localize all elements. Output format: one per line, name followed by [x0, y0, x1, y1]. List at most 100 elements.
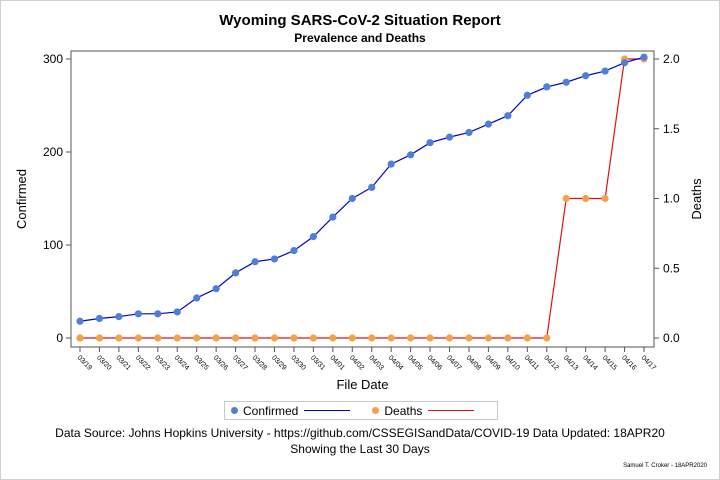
y-tick-label: 100 — [43, 238, 63, 252]
confirmed-point — [212, 285, 220, 293]
deaths-point — [173, 334, 181, 342]
x-tick-label: 04/03 — [367, 354, 384, 371]
x-tick-label: 04/04 — [387, 354, 404, 371]
deaths-point — [465, 334, 473, 342]
confirmed-point — [601, 67, 609, 75]
deaths-point — [193, 334, 201, 342]
x-tick-label: 03/24 — [173, 354, 190, 371]
confirmed-point — [173, 308, 181, 316]
confirmed-point — [387, 160, 395, 168]
confirmed-point — [465, 128, 473, 137]
deaths-point — [348, 334, 356, 342]
x-tick-label: 04/08 — [465, 354, 482, 371]
confirmed-point — [407, 151, 415, 159]
confirmed-point — [582, 72, 590, 80]
deaths-point — [134, 334, 142, 342]
deaths-point — [387, 334, 395, 342]
y2-tick-label: 1.0 — [663, 192, 680, 206]
deaths-point — [231, 334, 240, 342]
y-tick-label: 200 — [43, 145, 63, 159]
deaths-point — [95, 334, 104, 342]
deaths-point — [407, 334, 415, 342]
deaths-line-swatch — [428, 410, 475, 411]
deaths-point — [115, 334, 123, 342]
deaths-point — [290, 334, 298, 342]
confirmed-line — [79, 56, 645, 322]
confirmed-point — [309, 233, 317, 241]
x-tick-label: 03/26 — [212, 354, 229, 371]
confirmed-point — [543, 83, 551, 91]
x-tick-label: 04/07 — [445, 354, 462, 371]
deaths-point — [329, 334, 337, 342]
legend-item-deaths: Deaths — [366, 403, 475, 418]
y2-tick-label: 2.0 — [663, 52, 680, 66]
confirmed-point — [368, 183, 376, 191]
x-tick-label: 04/10 — [503, 354, 520, 371]
y-axis-label: Confirmed — [14, 169, 29, 229]
x-tick-label: 04/12 — [542, 354, 559, 371]
confirmed-point — [504, 112, 512, 120]
y2-axis-label: Deaths — [689, 178, 704, 220]
x-tick-label: 04/05 — [406, 354, 423, 371]
footnote-data-source: Data Source: Johns Hopkins University - … — [55, 426, 665, 440]
confirmed-point — [134, 310, 142, 318]
deaths-point — [76, 334, 84, 342]
confirmed-point — [445, 133, 454, 141]
confirmed-point — [231, 269, 240, 277]
deaths-point — [523, 334, 531, 342]
confirmed-point — [193, 294, 201, 302]
confirmed-point — [523, 91, 531, 99]
deaths-point — [582, 194, 590, 203]
confirmed-point — [348, 194, 356, 203]
legend-item-confirmed: Confirmed — [225, 403, 351, 418]
confirmed-point — [76, 317, 84, 325]
x-tick-label: 03/31 — [309, 354, 326, 371]
confirmed-point — [95, 314, 104, 323]
x-tick-label: 04/16 — [620, 354, 637, 371]
deaths-point — [309, 334, 317, 342]
confirmed-point — [329, 213, 337, 221]
confirmed-point — [620, 59, 629, 67]
legend-label-confirmed: Confirmed — [243, 403, 299, 418]
deaths-marker-swatch — [372, 407, 380, 414]
deaths-point — [543, 334, 551, 342]
confirmed-point — [154, 310, 162, 318]
legend: Confirmed Deaths — [224, 401, 498, 420]
deaths-point — [445, 334, 454, 342]
x-tick-label: 03/30 — [290, 354, 307, 371]
x-tick-label: 03/29 — [270, 354, 287, 371]
author-credit: Samuel T. Croker - 18APR2020 — [623, 463, 707, 469]
x-tick-label: 03/28 — [251, 354, 268, 371]
confirmed-line-swatch — [304, 410, 351, 411]
y-tick-label: 300 — [43, 52, 63, 66]
deaths-point — [154, 334, 162, 342]
x-tick-label: 03/21 — [114, 354, 131, 371]
deaths-line — [80, 58, 644, 339]
deaths-point — [426, 334, 434, 342]
x-tick-label: 03/27 — [231, 354, 248, 371]
x-tick-label: 04/14 — [581, 354, 598, 371]
footnote-period: Showing the Last 30 Days — [290, 442, 430, 456]
deaths-point — [562, 194, 570, 203]
x-tick-label: 04/13 — [562, 354, 579, 371]
confirmed-point — [115, 313, 123, 321]
deaths-point — [484, 334, 493, 342]
chart-title: Wyoming SARS-CoV-2 Situation Report — [219, 12, 501, 29]
x-tick-label: 04/01 — [328, 354, 345, 371]
x-tick-label: 04/17 — [640, 354, 657, 371]
y2-tick-label: 0.0 — [663, 331, 680, 345]
confirmed-point — [562, 78, 570, 86]
deaths-point — [270, 334, 279, 342]
confirmed-point — [426, 139, 434, 147]
deaths-point — [212, 334, 220, 342]
x-tick-label: 04/09 — [484, 354, 501, 371]
deaths-point — [601, 194, 609, 203]
x-tick-label: 04/15 — [601, 354, 618, 371]
y2-tick-label: 1.5 — [663, 122, 680, 136]
legend-label-deaths: Deaths — [384, 403, 423, 418]
confirmed-point — [270, 255, 279, 263]
x-axis-label: File Date — [336, 377, 388, 392]
x-tick-label: 03/23 — [153, 354, 170, 371]
